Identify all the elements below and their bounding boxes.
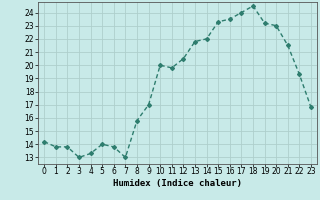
X-axis label: Humidex (Indice chaleur): Humidex (Indice chaleur) (113, 179, 242, 188)
